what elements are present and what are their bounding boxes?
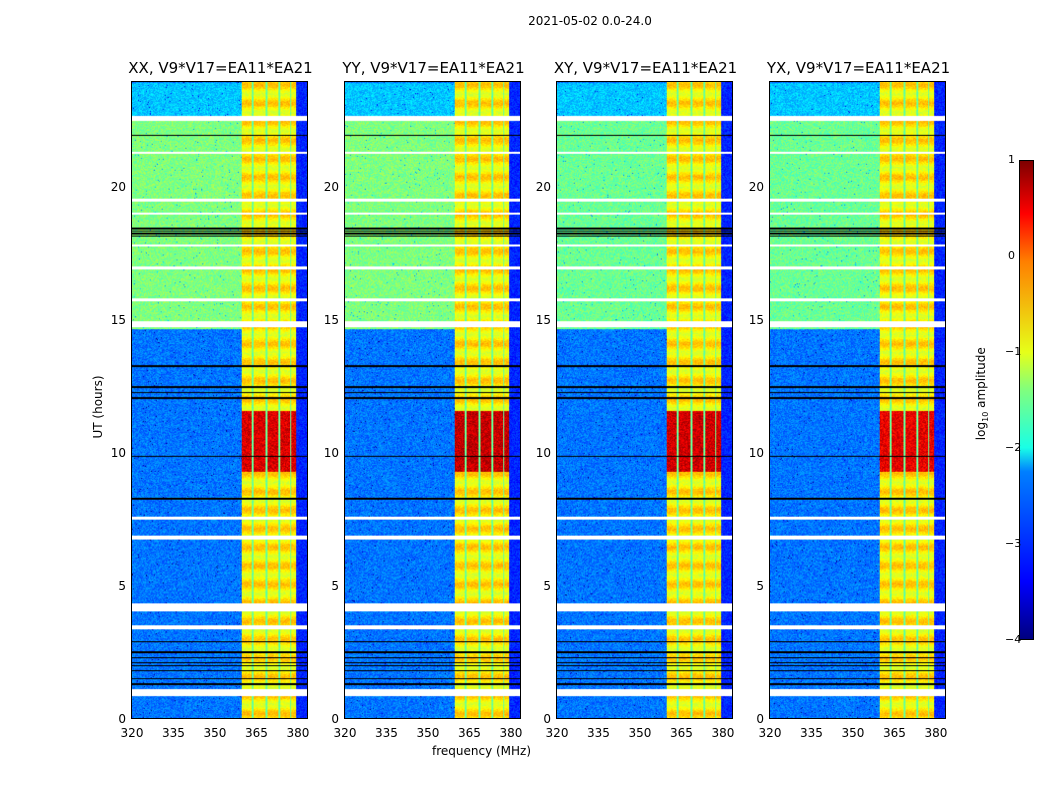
colorbar-tick-label: −4	[1005, 633, 1022, 646]
y-tick-label: 5	[543, 579, 551, 594]
x-tick-label: 335	[162, 726, 185, 740]
x-tick-label: 320	[758, 726, 782, 740]
x-tick-label: 320	[120, 726, 144, 740]
y-tick-label: 10	[323, 446, 339, 461]
y-tick-label: 5	[118, 579, 126, 594]
colorbar-tick-label: 1	[1008, 153, 1015, 166]
x-tick-label: 365	[883, 726, 906, 740]
x-tick-label: 380	[924, 726, 948, 740]
y-tick-label: 10	[110, 446, 126, 461]
y-tick-label: 10	[535, 446, 551, 461]
colorbar-label-rest: amplitude	[973, 347, 988, 412]
x-tick-label: 365	[458, 726, 481, 740]
x-tick-label: 335	[800, 726, 823, 740]
x-tick-label: 350	[841, 726, 865, 740]
y-tick-label: 10	[748, 446, 764, 461]
x-tick-label: 320	[333, 726, 357, 740]
x-tick-label: 335	[375, 726, 398, 740]
heatmap-canvas	[345, 82, 520, 718]
y-tick-label: 5	[331, 579, 339, 594]
colorbar-tick-label: −3	[1005, 537, 1022, 550]
panel-title: XX, V9*V17=EA11*EA21	[128, 59, 313, 77]
panel-title: XY, V9*V17=EA11*EA21	[553, 59, 738, 77]
colorbar-label: log10 amplitude	[973, 347, 991, 441]
heatmap-panel-2: XY, V9*V17=EA11*EA21 320 335 350 365 380 0 5 10 1…	[536, 59, 737, 740]
x-axis-label: frequency (MHz)	[432, 744, 532, 758]
y-tick-label: 20	[110, 180, 126, 195]
y-tick-label: 0	[118, 712, 126, 726]
x-tick-label: 350	[416, 726, 440, 740]
x-tick-label: 350	[628, 726, 652, 740]
y-tick-label: 0	[756, 712, 764, 726]
y-tick-label: 15	[748, 313, 764, 328]
y-axis-label: UT (hours)	[91, 375, 105, 439]
y-tick-label: 20	[748, 180, 764, 195]
heatmap-canvas	[132, 82, 307, 718]
x-tick-label: 380	[499, 726, 523, 740]
heatmap-panel-0: XX, V9*V17=EA11*EA21 320 335 350 365 380 0 5 10 1…	[111, 59, 313, 740]
figure-title: 2021-05-02 0.0-24.0	[528, 14, 652, 28]
colorbar-tick-label: −2	[1005, 441, 1022, 454]
x-tick-label: 320	[545, 726, 569, 740]
y-tick-label: 15	[323, 313, 339, 328]
y-tick-label: 20	[535, 180, 551, 195]
y-tick-label: 5	[756, 579, 764, 594]
heatmap-panel-3: YX, V9*V17=EA11*EA21 320 335 350 365 380 0 5 10 1…	[749, 59, 950, 740]
heatmap-panel-1: YY, V9*V17=EA11*EA21 320 335 350 365 380 0 5 10 1…	[324, 59, 525, 740]
x-tick-label: 365	[245, 726, 268, 740]
heatmap-canvas	[770, 82, 945, 718]
x-tick-label: 365	[670, 726, 693, 740]
colorbar-tick-label: −1	[1005, 345, 1022, 358]
y-tick-label: 20	[323, 180, 339, 195]
colorbar-tick-label: 0	[1008, 249, 1015, 262]
y-tick-label: 0	[543, 712, 551, 726]
x-tick-label: 380	[286, 726, 310, 740]
x-tick-label: 335	[587, 726, 610, 740]
colorbar-label-sub: 10	[981, 411, 991, 422]
heatmap-canvas	[557, 82, 732, 718]
panel-title: YY, V9*V17=EA11*EA21	[342, 59, 525, 77]
y-tick-label: 15	[535, 313, 551, 328]
x-tick-label: 350	[203, 726, 227, 740]
colorbar	[1019, 160, 1034, 640]
colorbar-label-main: log	[973, 421, 988, 441]
panel-title: YX, V9*V17=EA11*EA21	[766, 59, 951, 77]
y-tick-label: 0	[331, 712, 339, 726]
y-tick-label: 15	[110, 313, 126, 328]
x-tick-label: 380	[711, 726, 735, 740]
